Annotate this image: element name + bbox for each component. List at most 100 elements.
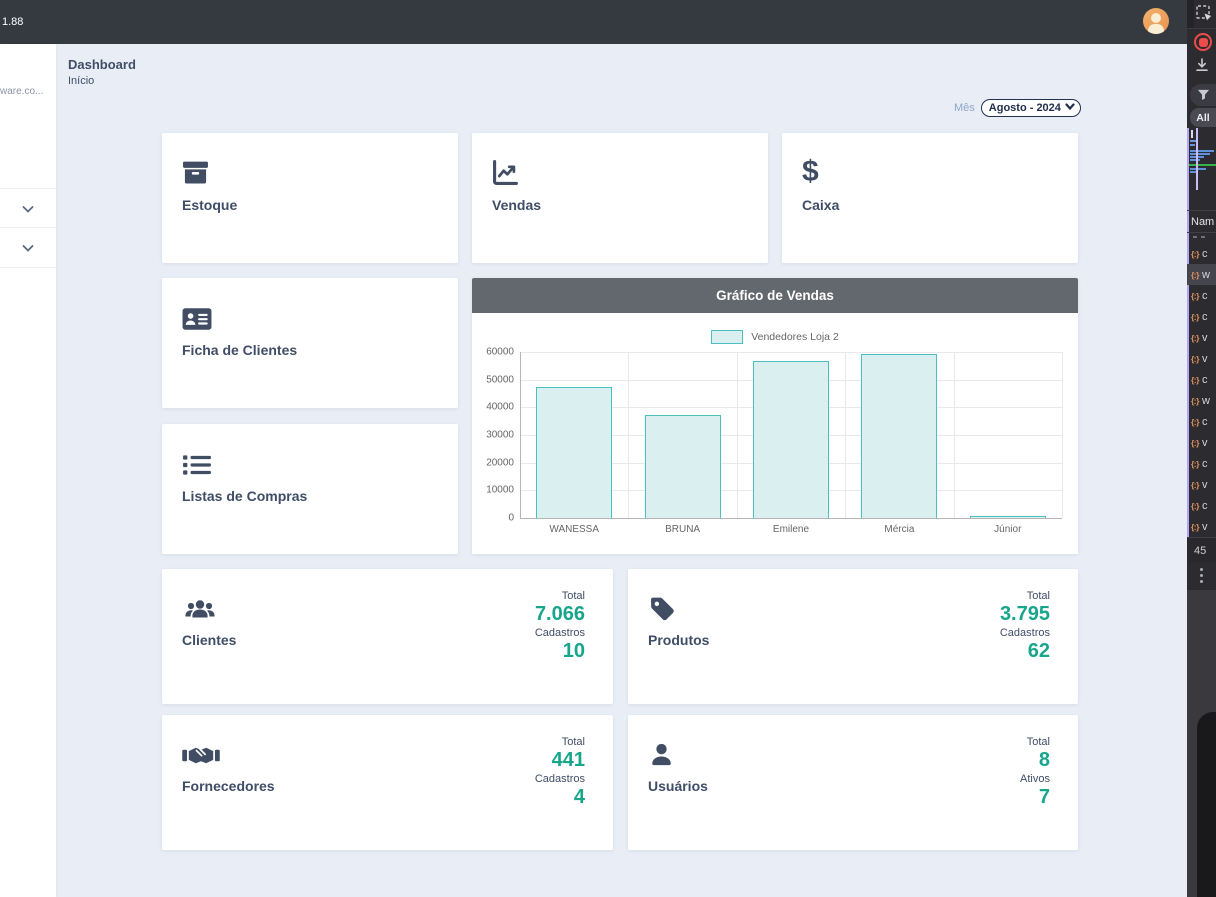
- x-axis-label: BRUNA: [665, 524, 701, 535]
- version-text: 1.88: [2, 16, 24, 28]
- month-select[interactable]: Agosto - 2024: [980, 99, 1081, 117]
- json-file-icon: {:}: [1191, 353, 1199, 364]
- devtools-dock-divider[interactable]: [1187, 128, 1189, 537]
- request-name: c: [1201, 499, 1208, 512]
- nav-card-label: Vendas: [492, 197, 542, 213]
- network-row[interactable]: {:} c: [1187, 285, 1216, 306]
- address-card-icon: [182, 304, 212, 334]
- request-name: v: [1201, 520, 1208, 533]
- nav-card-estoque[interactable]: Estoque: [162, 133, 458, 263]
- filter-all-chip[interactable]: All: [1190, 108, 1216, 127]
- stat-metric-value: 8: [1038, 749, 1050, 771]
- breadcrumb: Início: [68, 75, 95, 87]
- network-row[interactable]: {:} c: [1187, 411, 1216, 432]
- network-row[interactable]: {:} v: [1187, 516, 1216, 537]
- stat-card-label: Clientes: [182, 632, 237, 648]
- json-file-icon: {:}: [1191, 269, 1199, 280]
- handshake-icon: [182, 739, 220, 771]
- nav-card-row: Estoque Vendas $ Caixa: [162, 133, 1078, 263]
- network-row[interactable]: {:} v: [1187, 432, 1216, 453]
- sidebar-item-1[interactable]: [0, 188, 56, 228]
- tag-icon: [648, 593, 676, 625]
- network-row[interactable]: {:} v: [1187, 474, 1216, 495]
- network-row[interactable]: {:} c: [1187, 306, 1216, 327]
- chevron-down-icon: [22, 245, 34, 252]
- stat-metric-label: Total: [561, 590, 585, 602]
- chart-legend: Vendedores Loja 2: [472, 330, 1078, 344]
- import-download-icon[interactable]: [1194, 57, 1210, 78]
- nav-card-ficha-de-clientes[interactable]: Ficha de Clientes: [162, 278, 458, 408]
- y-axis-tick: 20000: [486, 457, 514, 469]
- record-network-icon[interactable]: [1194, 33, 1212, 51]
- request-name: c: [1201, 373, 1208, 386]
- json-file-icon: {:}: [1191, 374, 1199, 385]
- network-overview-graph[interactable]: [1187, 128, 1216, 190]
- network-row[interactable]: {:} c: [1187, 369, 1216, 390]
- request-name: c: [1201, 415, 1208, 428]
- user-icon: [648, 739, 675, 771]
- request-name: v: [1201, 331, 1208, 344]
- json-file-icon: {:}: [1191, 521, 1199, 532]
- network-row[interactable]: {:} w: [1187, 390, 1216, 411]
- stat-metric-label: Total: [561, 736, 585, 748]
- dark-popup-corner: [1197, 712, 1216, 897]
- filter-icon[interactable]: [1190, 84, 1216, 106]
- stat-values: Total 8 Ativos 7: [1020, 735, 1050, 809]
- sales-chart-card: Gráfico de Vendas Vendedores Loja 2 0 100…: [472, 278, 1078, 554]
- stat-values: Total 3.795 Cadastros 62: [1000, 589, 1050, 663]
- json-file-icon: {:}: [1191, 458, 1199, 469]
- json-file-icon: {:}: [1191, 248, 1199, 259]
- month-filter-label: Mês: [954, 101, 975, 114]
- nav-card-vendas[interactable]: Vendas: [472, 133, 768, 263]
- kebab-menu-icon[interactable]: [1199, 567, 1204, 587]
- bar-chart-plot: 0 10000 20000 30000 40000 50000 60000 WANESSA BR…: [486, 347, 1063, 535]
- x-axis-label: Júnior: [994, 524, 1022, 535]
- chevron-down-icon: [22, 206, 34, 213]
- request-name: w: [1201, 268, 1210, 281]
- network-row[interactable]: {:} v: [1187, 348, 1216, 369]
- stat-metric-label: Cadastros: [999, 627, 1050, 639]
- request-name: c: [1201, 457, 1208, 470]
- chart-bar: [861, 354, 938, 518]
- stat-card-fornecedores: Fornecedores Total 441 Cadastros 4: [162, 715, 613, 850]
- y-axis-tick: 0: [508, 512, 514, 524]
- legend-label: Vendedores Loja 2: [751, 331, 839, 343]
- nav-card-label: Estoque: [182, 197, 238, 213]
- network-row[interactable]: {:} c: [1187, 243, 1216, 264]
- nav-card-label: Caixa: [802, 197, 840, 213]
- network-row[interactable]: {:} c: [1187, 495, 1216, 516]
- users-icon: [182, 593, 218, 625]
- stat-metric-value: 441: [551, 749, 585, 771]
- network-row[interactable]: {:} w: [1187, 264, 1216, 285]
- request-name: c: [1201, 310, 1208, 323]
- network-row[interactable]: {:} v: [1187, 327, 1216, 348]
- network-request-count: 45: [1187, 537, 1216, 563]
- chart-bar: [969, 516, 1046, 518]
- stat-values: Total 7.066 Cadastros 10: [535, 589, 585, 663]
- devtools-lower-area: [1187, 590, 1216, 897]
- stat-card-label: Produtos: [648, 632, 710, 648]
- x-axis-label: WANESSA: [549, 524, 600, 535]
- brand-text: ware.co...: [0, 86, 44, 97]
- toolbar-divider: [1187, 28, 1216, 29]
- nav-card-caixa[interactable]: $ Caixa: [782, 133, 1078, 263]
- nav-card-listas-de-compras[interactable]: Listas de Compras: [162, 424, 458, 554]
- y-axis-tick: 10000: [486, 484, 514, 496]
- stat-metric-value: 7.066: [534, 603, 585, 625]
- inspect-element-icon[interactable]: [1195, 4, 1213, 27]
- json-file-icon: {:}: [1191, 500, 1199, 511]
- network-request-list: {:} c {:} w {:} c {:} c {:} v {:} v {:} c {:} w {:} c {:} v…: [1187, 243, 1216, 537]
- chart-body: Vendedores Loja 2 0 10000 20000 30000 40000 5…: [472, 313, 1078, 554]
- stat-values: Total 441 Cadastros 4: [535, 735, 585, 809]
- sidebar-item-2[interactable]: [0, 227, 56, 268]
- y-axis-tick: 30000: [486, 429, 514, 441]
- network-name-column-header[interactable]: Nam: [1187, 210, 1216, 233]
- stat-card-usuarios: Usuários Total 8 Ativos 7: [628, 715, 1078, 850]
- y-axis-tick: 40000: [486, 401, 514, 413]
- json-file-icon: {:}: [1191, 311, 1199, 322]
- stat-card-produtos: Produtos Total 3.795 Cadastros 62: [628, 569, 1078, 704]
- user-avatar[interactable]: [1143, 8, 1169, 34]
- nav-card-label: Ficha de Clientes: [182, 342, 298, 358]
- network-row[interactable]: {:} c: [1187, 453, 1216, 474]
